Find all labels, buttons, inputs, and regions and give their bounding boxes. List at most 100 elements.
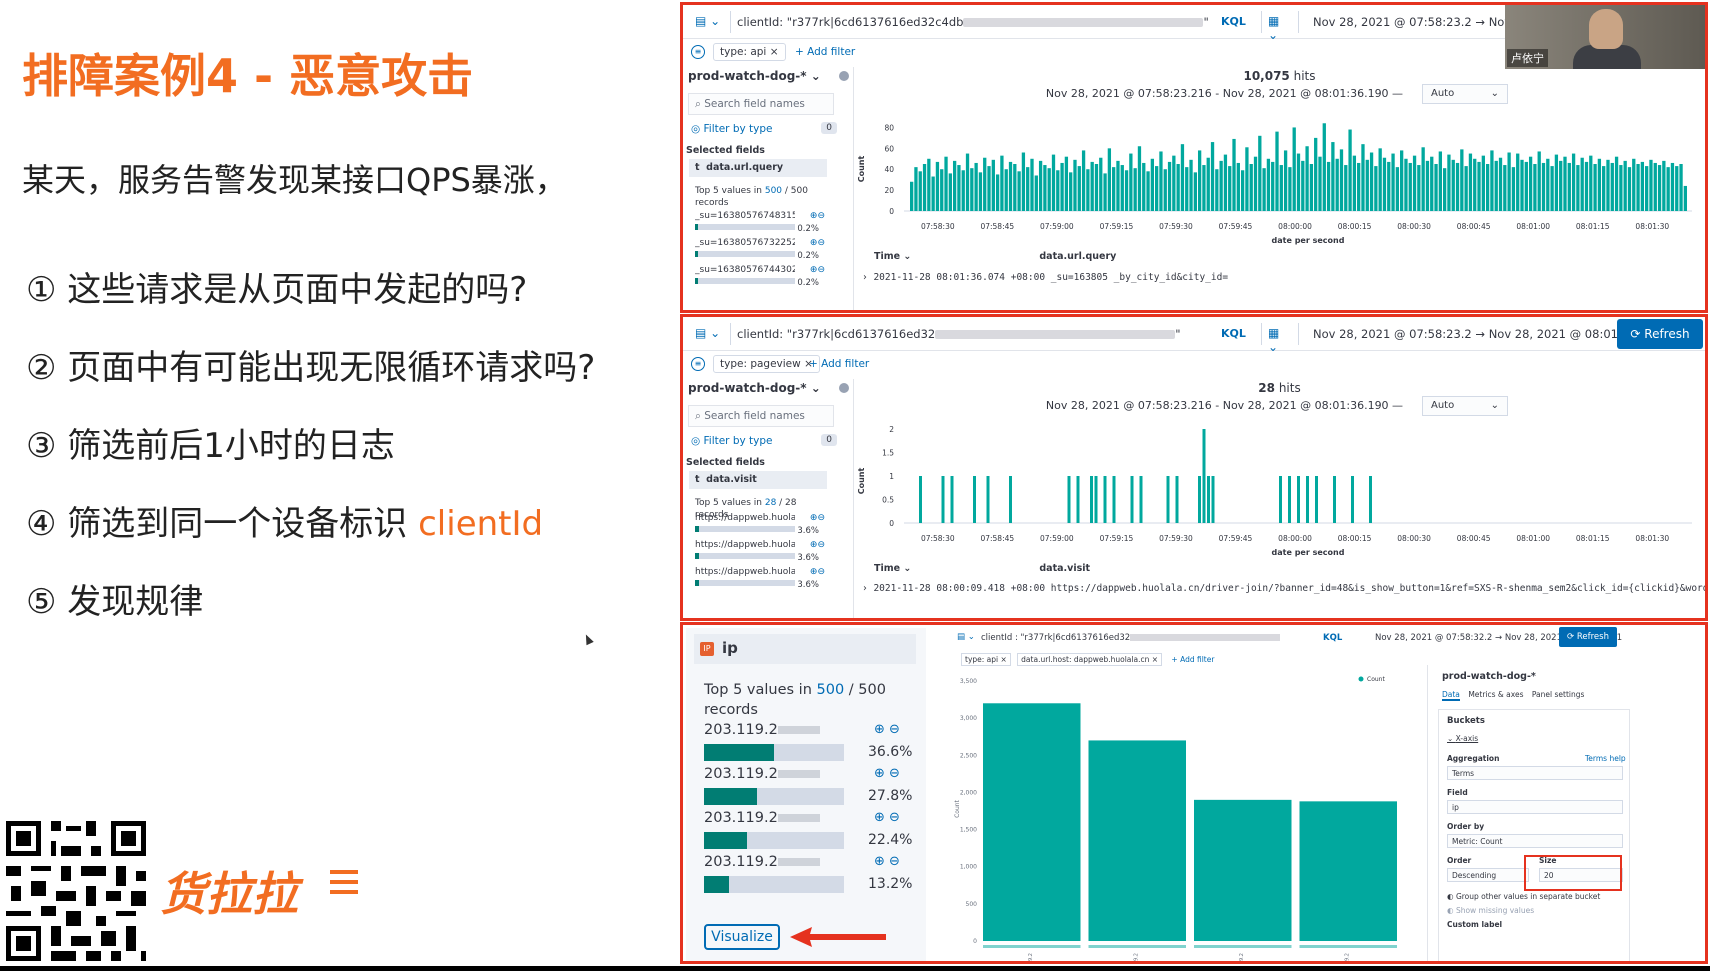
histogram-bar [1288, 167, 1292, 211]
field-search-input[interactable]: ⌕ Search field names [688, 93, 834, 115]
aggregation-select[interactable]: Terms [1447, 766, 1623, 780]
histogram-bar [1315, 476, 1318, 523]
histogram-bar [1202, 165, 1206, 211]
add-filter-link[interactable]: + Add filter [795, 46, 856, 58]
histogram-bar [1296, 153, 1301, 211]
histogram-bar [1378, 148, 1382, 211]
x-axis-toggle[interactable]: ⌄ X-axis [1447, 734, 1479, 743]
discover-panel-api: ▤ ⌄ clientId: "r377rk|6cd6137616ed32c4db… [680, 2, 1708, 313]
field-select[interactable]: ip [1447, 800, 1623, 814]
size-input[interactable]: 20 [1539, 868, 1623, 882]
legend-label: Count [1367, 676, 1385, 683]
kql-toggle[interactable]: KQL [1221, 15, 1246, 28]
buckets-box: Buckets ⌄ X-axis Aggregation Terms help … [1438, 709, 1630, 961]
query-input[interactable]: clientId: "r377rk|6cd6137616ed32 " [737, 327, 1181, 341]
time-range[interactable]: Nov 28, 2021 @ 07:58:23.2 → Nov 2 [1313, 15, 1523, 29]
x-tick-label: 08:01:30 [1635, 534, 1669, 543]
calendar-icon[interactable]: ▦ ⌄ [1261, 323, 1299, 354]
terms-help-link[interactable]: Terms help [1585, 754, 1626, 763]
index-pattern-selector[interactable]: prod-watch-dog-* ⌄ [688, 69, 821, 83]
ip-value: 203.119.2 ⊕ ⊖ 27.8% [704, 766, 913, 805]
x-tick-label: 203.119.2 [1028, 953, 1034, 964]
step-3: ③ 筛选前后1小时的日志 [26, 426, 395, 466]
kql-toggle[interactable]: KQL [1221, 327, 1246, 340]
add-filter-link[interactable]: + Add filter [1171, 655, 1215, 664]
field-item[interactable]: t data.url.query [689, 159, 827, 177]
table-row[interactable]: › 2021-11-28 08:01:36.074 +08:00 _su=163… [862, 272, 1229, 283]
filter-by-type[interactable]: ◎ Filter by type 0 [691, 122, 837, 135]
query-input[interactable]: clientId: "r377rk|6cd6137616ed32c4db " [737, 15, 1209, 29]
histogram-bar [1576, 165, 1580, 211]
field-item[interactable]: t data.visit [689, 471, 827, 489]
filter-pill[interactable]: data.url.host: dappweb.huolala.cn × [1017, 653, 1163, 666]
histogram-bar [1271, 161, 1275, 211]
field-search-input[interactable]: ⌕ Search field names [688, 405, 834, 427]
tab-metrics-axes[interactable]: Metrics & axes [1468, 690, 1524, 699]
histogram-bar [1326, 161, 1331, 211]
filter-pill[interactable]: type: api × [961, 653, 1011, 666]
discover-panel-pageview: ▤ ⌄ clientId: "r377rk|6cd6137616ed32 " KQ… [680, 314, 1708, 621]
table-row[interactable]: › 2021-11-28 08:00:09.418 +08:00 https:/… [862, 583, 1708, 594]
results-main: 28 hits Nov 28, 2021 @ 07:58:23.216 - No… [853, 379, 1705, 618]
field-value: _su=163805767443022...⊕⊖0.2% [695, 265, 825, 288]
field-sidebar: prod-watch-dog-* ⌄ ⌕ Search field names … [683, 67, 849, 310]
index-pattern-selector[interactable]: prod-watch-dog-* ⌄ [688, 381, 821, 395]
field-value: _su=163805767322524...⊕⊖0.2% [695, 238, 825, 261]
zoom-icon[interactable]: ⊕ ⊖ [874, 766, 900, 781]
histogram-bar [1262, 168, 1266, 211]
zoom-icon[interactable]: ⊕ ⊖ [874, 854, 900, 869]
kql-toggle[interactable]: KQL [1323, 633, 1343, 643]
group-other-toggle[interactable]: ◐ Group other values in separate bucket [1447, 892, 1601, 901]
histogram-bar [1167, 161, 1172, 211]
histogram-bar [1069, 172, 1073, 211]
interval-select[interactable]: Auto ⌄ [1422, 396, 1508, 416]
collapse-sidebar-icon[interactable] [839, 383, 849, 393]
refresh-button[interactable]: ⟳ Refresh [1617, 319, 1703, 349]
histogram-bar [1434, 164, 1438, 211]
histogram-bar [1137, 146, 1142, 211]
filter-pill[interactable]: type: api × [713, 43, 786, 61]
filter-pill[interactable]: type: pageview × [713, 355, 820, 373]
add-filter-link[interactable]: + Add filter [809, 358, 870, 370]
slide-intro: 某天，服务告警发现某接口QPS暴涨， [22, 161, 567, 199]
filter-by-type[interactable]: ◎ Filter by type 0 [691, 434, 837, 447]
histogram-bar [1580, 157, 1584, 211]
order-select[interactable]: Descending [1447, 868, 1529, 882]
histogram-bar [1567, 162, 1571, 211]
saved-query-dropdown[interactable]: ▤ ⌄ [691, 323, 731, 345]
refresh-button[interactable]: ⟳ Refresh [1559, 627, 1617, 647]
visualize-button[interactable]: Visualize [704, 924, 780, 950]
saved-query-dropdown[interactable]: ▤ ⌄ [957, 632, 975, 642]
histogram-bar [1606, 159, 1610, 211]
x-axis-label: date per second [1272, 548, 1345, 557]
step-2: ② 页面中有可能出现无限循环请求吗? [26, 348, 596, 388]
filter-options-icon[interactable]: ≡ [691, 357, 705, 371]
field-sidebar: prod-watch-dog-* ⌄ ⌕ Search field names … [683, 379, 849, 618]
saved-query-dropdown[interactable]: ▤ ⌄ [691, 11, 731, 33]
histogram-bar [1047, 168, 1051, 211]
zoom-icon[interactable]: ⊕ ⊖ [874, 722, 900, 737]
x-tick-label: 203.119.2 [1344, 953, 1350, 964]
time-range[interactable]: Nov 28, 2021 @ 07:58:32.2 → Nov 28, 2021… [1375, 633, 1623, 643]
calendar-icon[interactable]: ▦ ⌄ [1261, 11, 1299, 42]
x-tick-label: 07:58:30 [921, 534, 955, 543]
histogram-bar [1279, 476, 1282, 523]
filter-options-icon[interactable]: ≡ [691, 45, 705, 59]
time-range[interactable]: Nov 28, 2021 @ 07:58:23.2 → Nov 28, 2021… [1313, 327, 1648, 341]
histogram-bar [1430, 156, 1434, 211]
histogram-bar [1404, 158, 1408, 211]
collapse-sidebar-icon[interactable] [839, 71, 849, 81]
x-tick-label: 07:58:45 [980, 534, 1014, 543]
histogram-bar [1288, 476, 1291, 523]
show-missing-toggle[interactable]: ◐ Show missing values [1447, 906, 1535, 915]
query-input[interactable]: clientId : "r377rk|6cd6137616ed32 [981, 633, 1281, 643]
zoom-icon[interactable]: ⊕ ⊖ [874, 810, 900, 825]
histogram-bar [1034, 175, 1038, 211]
tab-data[interactable]: Data [1442, 690, 1460, 701]
order-by-select[interactable]: Metric: Count [1447, 834, 1623, 848]
interval-select[interactable]: Auto ⌄ [1422, 84, 1508, 104]
histogram-bar [1507, 152, 1511, 211]
tab-panel-settings[interactable]: Panel settings [1531, 690, 1585, 699]
results-main: 10,075 hits Nov 28, 2021 @ 07:58:23.216 … [853, 67, 1705, 310]
histogram-bar [1172, 155, 1176, 211]
